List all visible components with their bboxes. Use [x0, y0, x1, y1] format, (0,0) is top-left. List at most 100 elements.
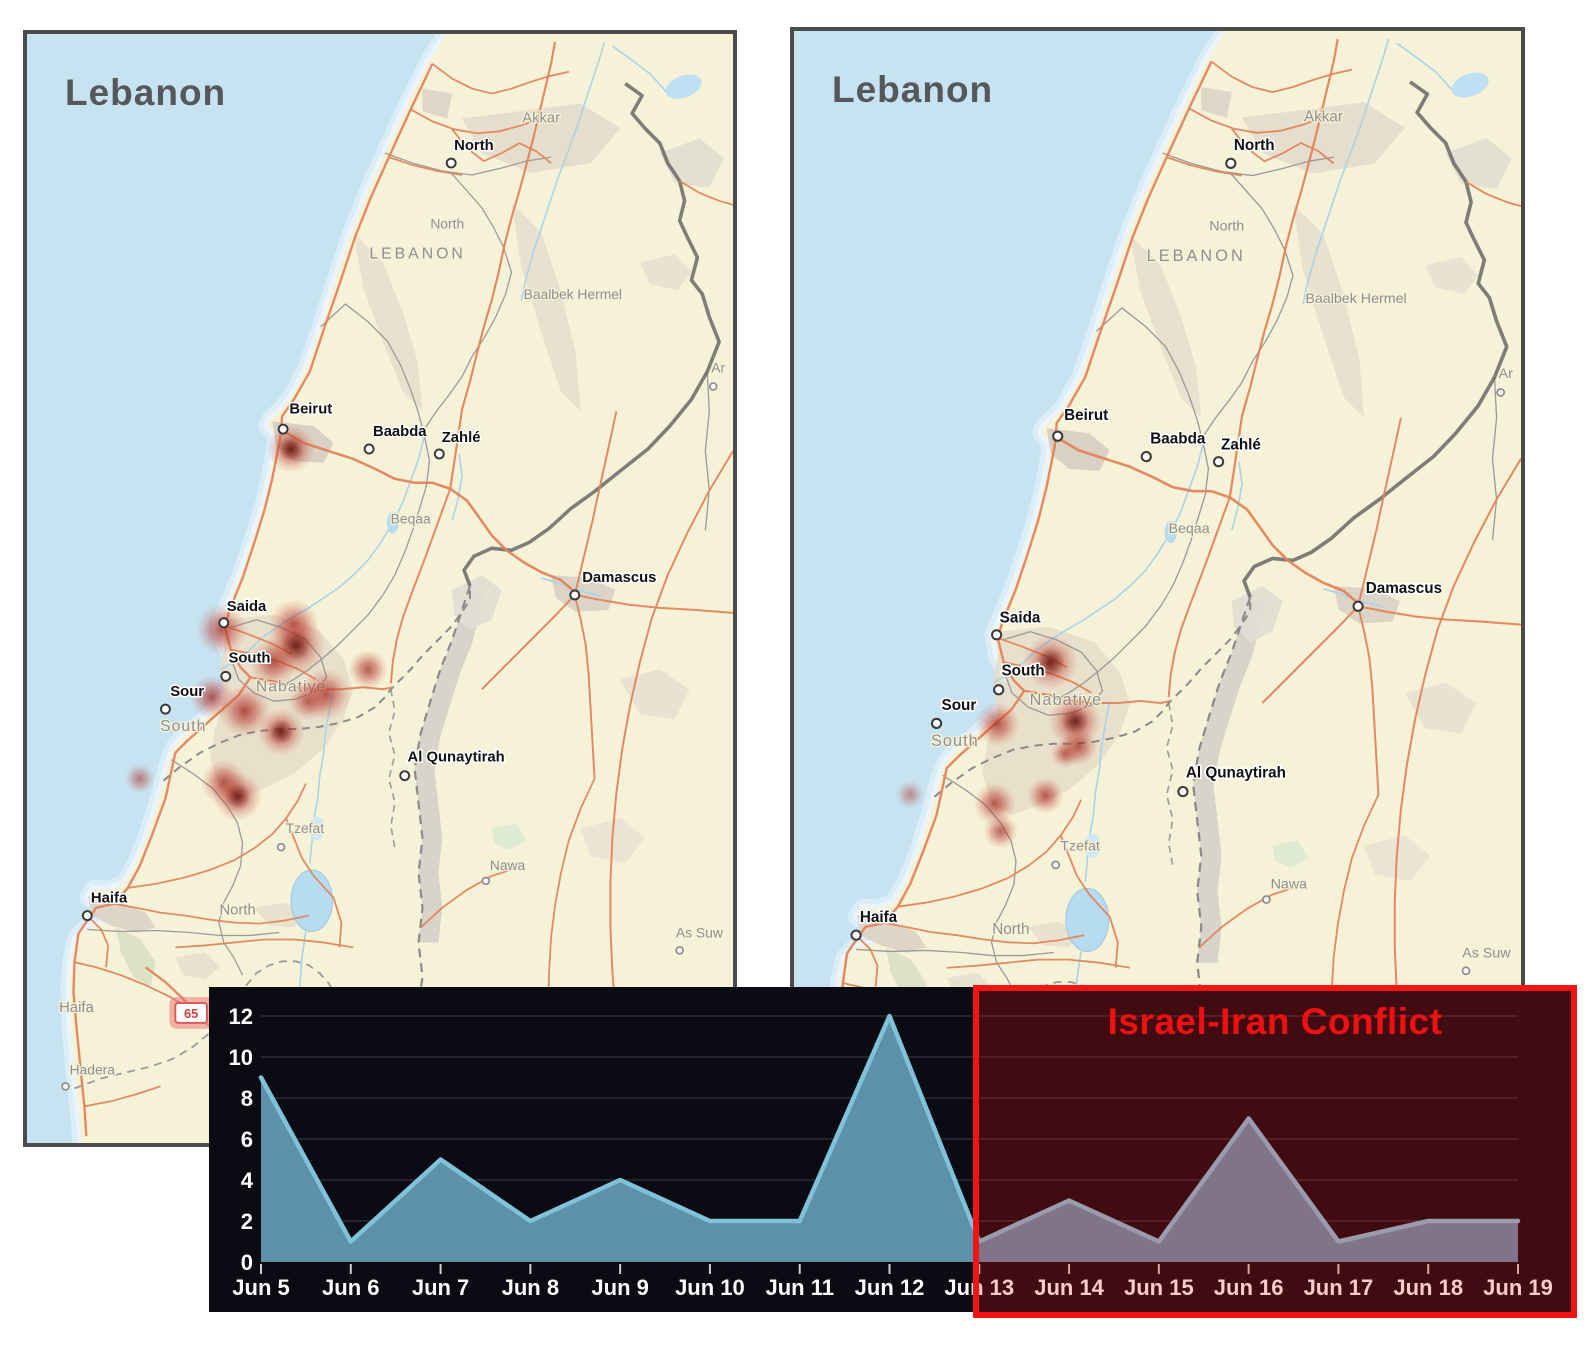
land — [837, 31, 1521, 1124]
lake-qaraoun — [386, 511, 399, 534]
region-label-beqaa: Beqaa — [391, 510, 431, 526]
city-label-damascus: Damascus — [1366, 580, 1442, 597]
x-axis-label: Jun 14 — [1034, 1275, 1104, 1300]
city-marker-sour — [930, 717, 943, 729]
city-marker-haifa — [850, 929, 862, 941]
road — [897, 799, 1082, 908]
city-marker-haifa — [81, 910, 93, 922]
place-marker-ar — [708, 382, 718, 391]
city-label-haifa: Haifa — [91, 891, 128, 907]
city-label-beirut: Beirut — [1064, 407, 1108, 424]
road — [1167, 496, 1231, 697]
city-label-saida: Saida — [227, 599, 267, 615]
road — [946, 958, 1131, 969]
river — [220, 435, 426, 671]
city-label-north: North — [1234, 137, 1275, 154]
region-label-akkar: Akkar — [522, 110, 560, 126]
heat-blob-core — [279, 437, 303, 461]
terrain-patch — [353, 232, 423, 412]
terrain-patch — [1272, 840, 1309, 868]
city-label-baabda: Baabda — [373, 424, 427, 440]
place-label-tzefat: Tzefat — [286, 820, 325, 836]
city-label-zahl: Zahlé — [442, 430, 481, 446]
city-marker-saida — [218, 617, 230, 629]
region-label-baalbek-hermel: Baalbek Hermel — [1305, 291, 1406, 307]
region-label-north: North — [1209, 219, 1244, 235]
terrain-patch — [1201, 87, 1232, 118]
x-axis-label: Jun 5 — [232, 1275, 289, 1300]
road — [388, 156, 463, 176]
road — [573, 411, 618, 596]
region-label-lebanon: LEBANON — [1147, 247, 1246, 265]
city-label-sour: Sour — [942, 697, 977, 714]
heat-blob — [348, 649, 388, 690]
city-marker-beirut — [277, 423, 289, 435]
x-axis-label: Jun 13 — [944, 1275, 1014, 1300]
road — [883, 922, 1085, 945]
terrain-patch — [452, 575, 502, 630]
city-label-baabda: Baabda — [1150, 430, 1206, 447]
x-axis-label: Jun 7 — [412, 1275, 469, 1300]
city-marker-al-qunaytirah — [399, 770, 411, 782]
river — [520, 41, 606, 301]
region-label-lebanon: LEBANON — [369, 245, 465, 262]
city-label-south: South — [228, 650, 270, 666]
road — [175, 938, 354, 949]
road — [1166, 156, 1243, 177]
y-axis-label: 10 — [229, 1045, 253, 1070]
place-label-nawa: Nawa — [490, 857, 526, 873]
x-axis-label: Jun 16 — [1214, 1275, 1284, 1300]
city-marker-north — [1225, 157, 1237, 169]
admin-border — [1053, 307, 1210, 702]
lake-north — [665, 74, 702, 99]
line-series — [258, 1013, 1521, 1244]
road — [431, 63, 570, 95]
river — [1231, 461, 1243, 531]
x-axis-label: Jun 18 — [1393, 1275, 1463, 1300]
road — [840, 61, 1213, 1124]
road — [1059, 835, 1119, 968]
x-axis-label: Jun 17 — [1304, 1275, 1374, 1300]
x-axis-label: Jun 11 — [765, 1275, 833, 1300]
region-label-akkar: Akkar — [1304, 109, 1343, 126]
road — [1188, 107, 1324, 134]
city-marker-south — [993, 684, 1005, 696]
heat-blob — [895, 780, 925, 809]
heat-blob-core — [225, 784, 250, 809]
place-label-tzefat: Tzefat — [1060, 839, 1100, 855]
city-label-south: South — [1001, 663, 1044, 680]
river — [1302, 38, 1390, 305]
city-marker-sour — [159, 703, 171, 715]
road — [389, 488, 452, 684]
road — [1023, 689, 1171, 705]
admin-border — [423, 172, 513, 430]
place-label-nawa: Nawa — [1271, 876, 1308, 892]
road — [285, 818, 343, 948]
city-label-al-qunaytirah: Al Qunaytirah — [408, 750, 505, 766]
ceasefire-line — [1165, 702, 1174, 867]
heat-blob-core — [269, 720, 293, 744]
city-label-north: North — [454, 138, 494, 154]
road — [481, 594, 576, 690]
admin-border — [856, 948, 1054, 957]
road — [573, 594, 596, 779]
region-label-north: North — [219, 903, 255, 919]
heat-blobs-layer — [895, 634, 1102, 849]
lake-sea-of-galilee — [290, 869, 334, 933]
heat-blob — [1027, 777, 1064, 815]
city-marker-zahl — [1212, 456, 1225, 468]
road — [1465, 180, 1521, 208]
y-axis-label: 8 — [241, 1086, 253, 1111]
place-marker-nawa — [1262, 895, 1271, 904]
x-axis-label: Jun 8 — [502, 1275, 559, 1300]
road — [1198, 885, 1299, 949]
city-marker-south — [220, 670, 232, 682]
terrain-patch — [414, 586, 484, 943]
city-marker-damascus — [569, 589, 581, 601]
x-axis-label: Jun 12 — [855, 1275, 925, 1300]
country-border — [1242, 80, 1509, 598]
road — [86, 915, 109, 968]
terrain-patch — [1130, 234, 1202, 418]
city-label-damascus: Damascus — [582, 570, 656, 586]
